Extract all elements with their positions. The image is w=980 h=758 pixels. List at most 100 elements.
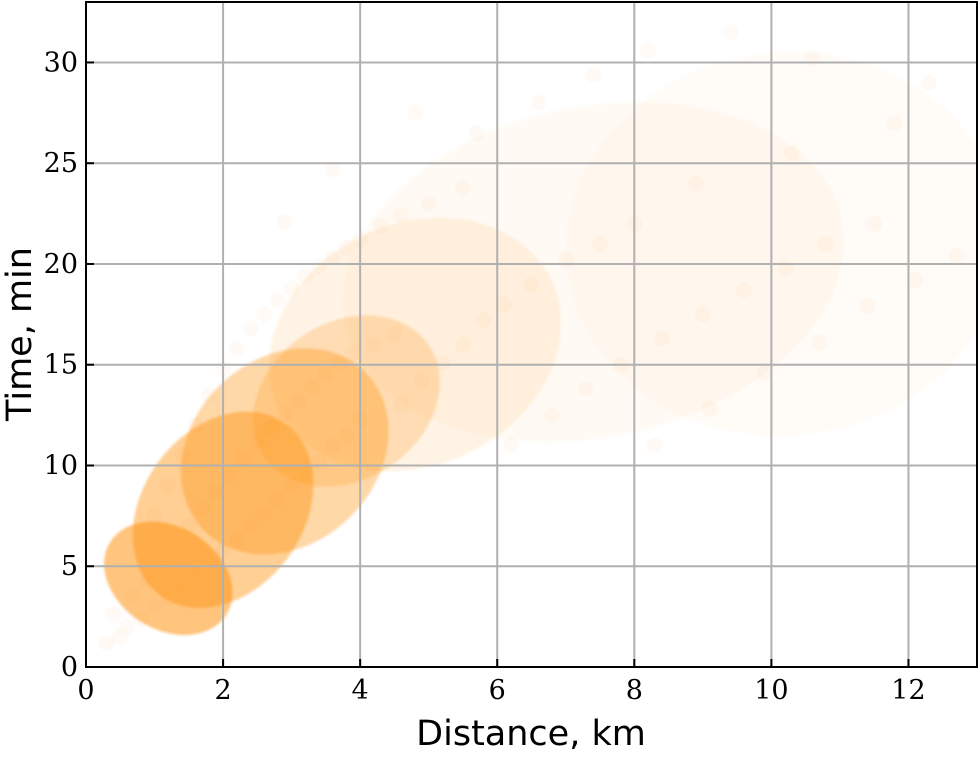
data-point-41	[160, 477, 177, 494]
data-point-57	[393, 207, 410, 224]
data-point-11	[242, 517, 259, 534]
x-axis-title: Distance, km	[416, 714, 646, 754]
data-point-38	[365, 336, 382, 353]
data-point-96	[921, 74, 938, 91]
data-point-51	[297, 268, 314, 285]
data-point-81	[701, 401, 718, 418]
data-point-59	[454, 179, 471, 196]
data-point-27	[208, 483, 225, 500]
data-point-5	[160, 590, 177, 607]
data-point-32	[276, 405, 293, 422]
data-point-95	[804, 50, 821, 67]
data-point-71	[544, 407, 561, 424]
data-point-68	[592, 235, 609, 252]
data-point-10	[228, 532, 245, 549]
data-point-48	[256, 306, 273, 323]
data-point-12	[256, 505, 273, 522]
data-point-54	[338, 239, 355, 256]
data-point-25	[180, 517, 197, 534]
data-point-46	[228, 340, 245, 357]
data-point-89	[886, 114, 903, 131]
y-tick-label-0: 0	[61, 652, 78, 683]
data-point-58	[420, 195, 437, 212]
data-point-42	[173, 447, 190, 464]
data-point-79	[866, 215, 883, 232]
data-point-34	[304, 378, 321, 395]
data-point-99	[276, 213, 293, 230]
data-point-91	[530, 94, 547, 111]
data-point-22	[139, 572, 156, 589]
data-point-52	[311, 257, 328, 274]
data-points-layer	[98, 24, 965, 651]
x-tick-label-6: 12	[891, 675, 925, 706]
data-point-20	[105, 606, 122, 623]
data-point-97	[406, 104, 423, 121]
data-point-53	[324, 249, 341, 266]
y-tick-label-1: 5	[61, 551, 78, 582]
x-tick-label-4: 8	[626, 675, 643, 706]
data-point-18	[338, 427, 355, 444]
data-point-87	[687, 175, 704, 192]
y-tick-label-2: 10	[44, 450, 78, 481]
data-point-35	[317, 366, 334, 383]
y-tick-label-3: 15	[44, 350, 78, 381]
data-point-3	[132, 610, 149, 627]
data-point-17	[324, 437, 341, 454]
data-point-56	[372, 217, 389, 234]
data-point-37	[345, 344, 362, 361]
data-point-47	[242, 320, 259, 337]
tick-marks	[85, 61, 910, 668]
data-point-15	[297, 465, 314, 482]
data-point-78	[818, 235, 835, 252]
x-tick-label-0: 0	[77, 675, 94, 706]
data-point-72	[578, 380, 595, 397]
data-point-4	[146, 598, 163, 615]
data-point-92	[585, 66, 602, 83]
data-point-44	[201, 386, 218, 403]
data-point-83	[811, 334, 828, 351]
data-point-63	[454, 336, 471, 353]
data-point-1	[112, 628, 129, 645]
data-point-21	[125, 588, 142, 605]
data-point-6	[173, 580, 190, 597]
data-point-85	[907, 272, 924, 289]
data-point-74	[653, 330, 670, 347]
data-point-93	[640, 42, 657, 59]
data-point-7	[187, 566, 204, 583]
data-point-86	[948, 247, 965, 264]
data-point-39	[386, 326, 403, 343]
data-point-84	[859, 298, 876, 315]
data-point-43	[187, 417, 204, 434]
y-tick-label-5: 25	[44, 148, 78, 179]
y-axis-title: Time, min	[0, 247, 40, 422]
data-point-33	[290, 393, 307, 409]
data-point-28	[221, 467, 238, 484]
x-tick-label-3: 6	[489, 675, 506, 706]
y-tick-label-4: 20	[44, 249, 78, 280]
x-tick-label-5: 10	[754, 675, 788, 706]
data-point-80	[646, 437, 663, 454]
data-point-0	[98, 634, 115, 651]
data-point-94	[722, 24, 739, 41]
data-point-24	[167, 536, 184, 553]
plot-frame	[85, 1, 978, 668]
data-point-29	[235, 449, 252, 466]
data-point-75	[694, 306, 711, 323]
data-point-64	[475, 312, 492, 329]
data-point-76	[735, 282, 752, 299]
x-tick-label-2: 4	[352, 675, 369, 706]
data-point-65	[496, 296, 513, 313]
data-point-30	[249, 433, 266, 450]
y-tick-label-6: 30	[44, 47, 78, 78]
data-point-77	[777, 260, 794, 276]
data-point-60	[393, 397, 410, 414]
density-region-5	[342, 102, 844, 443]
data-point-40	[146, 507, 163, 524]
data-point-8	[201, 554, 218, 571]
data-point-70	[502, 437, 519, 454]
x-tick-label-1: 2	[214, 675, 231, 706]
data-point-36	[331, 354, 348, 371]
data-point-50	[283, 280, 300, 297]
